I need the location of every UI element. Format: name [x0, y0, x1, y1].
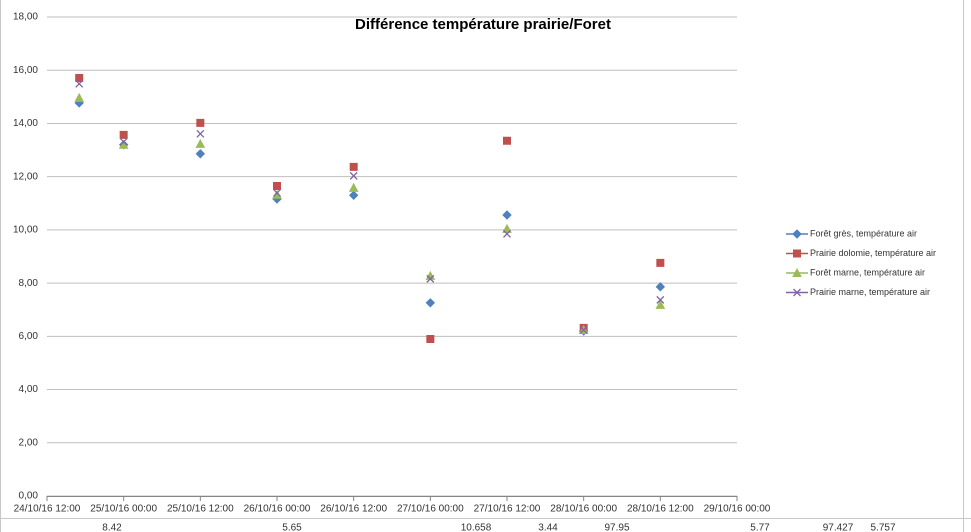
x-tick-label: 24/10/16 12:00 — [14, 504, 81, 515]
spreadsheet-cell: 3.44 — [538, 523, 558, 532]
data-point — [119, 137, 128, 146]
legend-marker — [792, 229, 802, 239]
data-point — [502, 210, 512, 220]
x-tick-label: 29/10/16 00:00 — [704, 504, 771, 515]
data-point — [75, 73, 84, 82]
data-point — [196, 118, 205, 127]
legend-label: Forêt marne, température air — [810, 267, 925, 277]
data-point — [348, 182, 359, 192]
data-point — [502, 223, 512, 233]
chart-title: Différence température prairie/Foret — [355, 16, 611, 33]
y-tick-label: 4,00 — [19, 384, 39, 395]
legend-label: Forêt grès, température air — [810, 228, 917, 238]
data-point — [425, 298, 436, 308]
spreadsheet-cell: 8.42 — [102, 523, 122, 532]
legend-label: Prairie marne, température air — [810, 287, 930, 297]
y-tick-label: 18,00 — [13, 12, 38, 23]
y-tick-label: 16,00 — [13, 65, 38, 76]
data-point — [579, 325, 588, 334]
y-tick-label: 0,00 — [19, 491, 39, 502]
y-tick-label: 12,00 — [13, 171, 38, 182]
data-point — [503, 229, 511, 238]
spreadsheet-cell: 5.65 — [282, 523, 302, 532]
data-point — [74, 92, 85, 102]
x-tick-label: 28/10/16 00:00 — [550, 504, 617, 515]
x-tick-label: 27/10/16 00:00 — [397, 504, 464, 515]
legend-marker — [793, 249, 801, 258]
data-point — [349, 171, 358, 180]
data-point — [196, 129, 205, 138]
x-tick-label: 28/10/16 12:00 — [627, 504, 694, 515]
data-point — [273, 188, 281, 197]
legend-marker — [792, 267, 802, 277]
data-point — [503, 136, 511, 145]
x-tick-label: 26/10/16 00:00 — [244, 504, 311, 515]
x-tick-label: 25/10/16 00:00 — [90, 504, 157, 515]
data-point — [195, 138, 206, 148]
spreadsheet-cell: 5.77 — [750, 523, 770, 532]
data-point — [273, 181, 281, 190]
data-point — [656, 295, 665, 304]
y-tick-label: 2,00 — [19, 437, 39, 448]
data-point — [349, 162, 358, 171]
x-tick-label: 25/10/16 12:00 — [167, 504, 234, 515]
data-point — [75, 79, 84, 88]
legend-label: Prairie dolomie, température air — [810, 248, 936, 258]
legend-marker — [793, 288, 801, 297]
data-point — [426, 274, 435, 283]
x-tick-label: 27/10/16 12:00 — [474, 504, 541, 515]
data-point — [426, 334, 435, 343]
x-tick-label: 26/10/16 12:00 — [320, 504, 387, 515]
data-point — [195, 149, 206, 159]
data-point — [119, 130, 128, 139]
data-point — [655, 299, 666, 309]
spreadsheet-cell: 97.95 — [604, 523, 629, 532]
y-tick-label: 14,00 — [13, 118, 38, 129]
y-tick-label: 8,00 — [19, 278, 39, 289]
data-point — [656, 258, 665, 267]
data-point — [348, 190, 359, 201]
spreadsheet-cell: 5.757 — [870, 523, 895, 532]
spreadsheet-cell: 97.427 — [823, 523, 854, 532]
y-tick-label: 10,00 — [13, 225, 38, 236]
data-point — [655, 282, 666, 292]
spreadsheet-cell: 10.658 — [461, 523, 492, 532]
y-tick-label: 6,00 — [19, 331, 39, 342]
